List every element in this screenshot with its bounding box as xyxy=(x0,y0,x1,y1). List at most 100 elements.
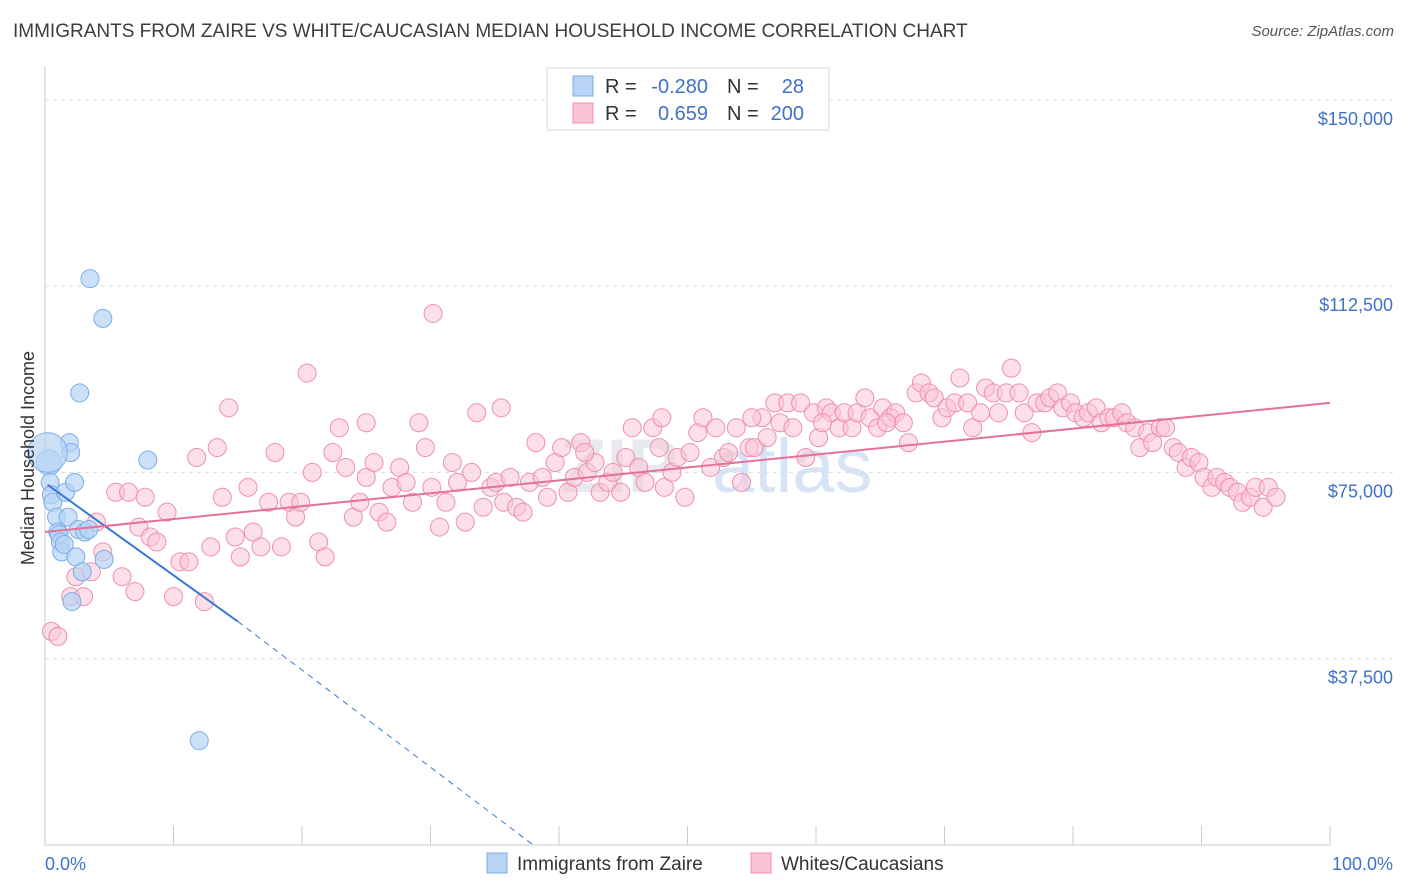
point-whites xyxy=(364,452,384,472)
watermark-atlas: atlas xyxy=(712,424,873,509)
bottom-legend-label-whites: Whites/Caucasians xyxy=(781,854,944,875)
bottom-legend: Immigrants from Zaire Whites/Caucasians xyxy=(486,852,944,875)
point-whites xyxy=(212,487,232,507)
point-whites xyxy=(423,303,443,323)
point-whites xyxy=(356,413,376,433)
point-whites xyxy=(230,547,250,567)
y-tick-label: $112,500 xyxy=(1319,295,1393,315)
point-whites xyxy=(744,438,764,458)
point-whites xyxy=(893,413,913,433)
chart-title: IMMIGRANTS FROM ZAIRE VS WHITE/CAUCASIAN… xyxy=(13,21,968,42)
point-whites xyxy=(409,413,429,433)
point-whites xyxy=(436,492,456,512)
point-whites xyxy=(297,363,317,383)
point-whites xyxy=(1143,433,1163,453)
legend-n-label-zaire: N = xyxy=(727,76,759,98)
point-whites xyxy=(291,492,311,512)
gridlines xyxy=(45,99,1395,660)
legend-n-value-whites: 200 xyxy=(771,103,804,125)
point-whites xyxy=(219,398,239,418)
point-whites xyxy=(796,448,816,468)
point-whites xyxy=(675,487,695,507)
trend-lines xyxy=(44,401,1331,846)
point-whites xyxy=(48,626,68,646)
point-zaire xyxy=(72,562,92,582)
point-whites xyxy=(757,428,777,448)
point-whites xyxy=(259,492,279,512)
point-whites xyxy=(1009,383,1029,403)
point-whites xyxy=(396,472,416,492)
source-label: Source: ZipAtlas.com xyxy=(1251,23,1394,40)
point-whites xyxy=(950,368,970,388)
point-whites xyxy=(350,492,370,512)
point-whites xyxy=(603,462,623,482)
point-whites xyxy=(532,467,552,487)
point-zaire xyxy=(80,269,100,289)
point-whites xyxy=(157,502,177,522)
point-whites xyxy=(622,418,642,438)
bottom-legend-swatch-whites xyxy=(750,852,772,874)
point-whites xyxy=(1156,418,1176,438)
point-whites xyxy=(1266,487,1286,507)
point-whites xyxy=(302,462,322,482)
point-whites xyxy=(323,443,343,463)
point-whites xyxy=(147,532,167,552)
point-whites xyxy=(970,403,990,423)
point-zaire xyxy=(189,731,209,751)
bottom-legend-swatch-zaire xyxy=(486,852,508,874)
point-whites xyxy=(377,512,397,532)
point-whites xyxy=(924,388,944,408)
point-whites xyxy=(537,487,557,507)
point-whites xyxy=(455,512,475,532)
point-whites xyxy=(125,582,145,602)
point-zaire xyxy=(79,520,99,540)
y-axis-title: Median Household Income xyxy=(18,351,38,565)
point-whites xyxy=(706,418,726,438)
point-whites xyxy=(462,462,482,482)
point-whites xyxy=(783,418,803,438)
point-whites xyxy=(731,472,751,492)
point-whites xyxy=(680,443,700,463)
point-whites xyxy=(855,388,875,408)
point-whites xyxy=(491,398,511,418)
bottom-legend-label-zaire: Immigrants from Zaire xyxy=(517,854,703,875)
point-whites xyxy=(552,438,572,458)
series-zaire-points xyxy=(27,269,209,751)
legend-box: R = -0.280 N = 28 R = 0.659 N = 200 xyxy=(546,67,830,131)
point-whites xyxy=(467,403,487,423)
point-whites xyxy=(194,592,214,612)
legend-r-value-zaire: -0.280 xyxy=(651,76,708,98)
point-zaire xyxy=(138,450,158,470)
point-zaire xyxy=(27,432,68,473)
point-whites xyxy=(513,502,533,522)
point-whites xyxy=(315,547,335,567)
point-whites xyxy=(251,537,271,557)
point-whites xyxy=(958,393,978,413)
point-zaire xyxy=(54,534,74,554)
point-whites xyxy=(187,448,207,468)
point-whites xyxy=(271,537,291,557)
point-whites xyxy=(1001,358,1021,378)
point-whites xyxy=(243,522,263,542)
point-whites xyxy=(112,567,132,587)
point-whites xyxy=(119,482,139,502)
point-whites xyxy=(616,448,636,468)
legend-r-label-zaire: R = xyxy=(605,76,637,98)
trend-line-zaire xyxy=(46,484,239,623)
point-whites xyxy=(135,487,155,507)
point-whites xyxy=(429,517,449,537)
legend-n-value-zaire: 28 xyxy=(782,76,804,98)
point-whites xyxy=(742,408,762,428)
point-whites xyxy=(611,482,631,502)
point-whites xyxy=(899,433,919,453)
point-whites xyxy=(1014,403,1034,423)
point-whites xyxy=(1253,497,1273,517)
point-whites xyxy=(473,497,493,517)
point-whites xyxy=(329,418,349,438)
point-whites xyxy=(265,443,285,463)
point-zaire xyxy=(65,472,85,492)
point-whites xyxy=(988,403,1008,423)
point-whites xyxy=(877,413,897,433)
legend-r-label-whites: R = xyxy=(605,103,637,125)
